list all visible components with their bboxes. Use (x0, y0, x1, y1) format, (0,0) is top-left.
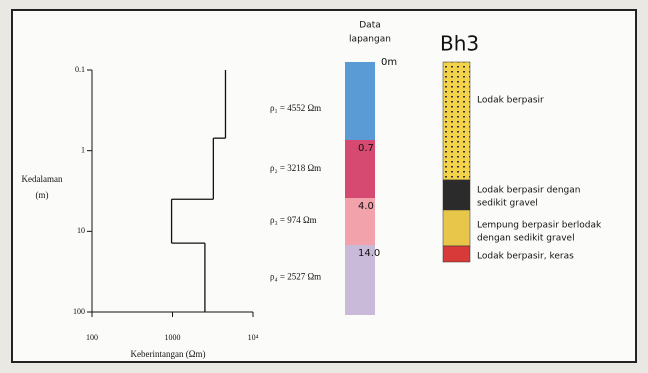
layer-label: ρ₄ = 2527 Ωm (270, 272, 321, 282)
column-title: Data (359, 21, 381, 31)
layer-label: ρ₁ = 4552 Ωm (270, 103, 321, 113)
y-axis-label: (m) (36, 190, 49, 200)
y-tick-label: 100 (73, 307, 85, 316)
borehole-label: Lodak berpasir (477, 96, 544, 106)
borehole-label: dengan sedikit gravel (477, 234, 575, 244)
depth-label: 0.7 (358, 143, 374, 154)
x-axis-label: Keberintangan (Ωm) (131, 349, 206, 359)
x-tick-label: 10⁴ (248, 333, 259, 342)
column-layer (345, 62, 375, 140)
borehole-layer (443, 210, 470, 246)
x-tick-label: 1000 (165, 333, 181, 342)
figure: 0.1 1 10 100 100 1000 10⁴ Keberintangan (Ωm) Ked… (0, 0, 648, 373)
borehole-label: Lempung berpasir berlodak (477, 221, 602, 231)
y-tick-label: 1 (81, 145, 85, 154)
layer-label: ρ₂ = 3218 Ωm (270, 163, 321, 173)
borehole-layer (443, 180, 470, 210)
borehole-layer (443, 62, 470, 180)
borehole-label: Lodak berpasir, keras (477, 252, 574, 262)
borehole-label: Lodak berpasir dengan (477, 186, 580, 196)
y-tick-label: 10 (77, 226, 85, 235)
layer-label: ρ₃ = 974 Ωm (270, 215, 317, 225)
borehole-title: Bh3 (440, 32, 479, 56)
column-title: lapangan (349, 35, 391, 45)
y-tick-label: 0.1 (75, 65, 85, 74)
depth-label: 4.0 (358, 201, 374, 212)
depth-label: 0m (381, 57, 397, 68)
y-axis-label: Kedalaman (22, 174, 63, 184)
x-tick-label: 100 (86, 333, 98, 342)
depth-label: 14.0 (358, 248, 380, 259)
borehole-label: sedikit gravel (477, 199, 538, 209)
borehole-layer (443, 246, 470, 262)
